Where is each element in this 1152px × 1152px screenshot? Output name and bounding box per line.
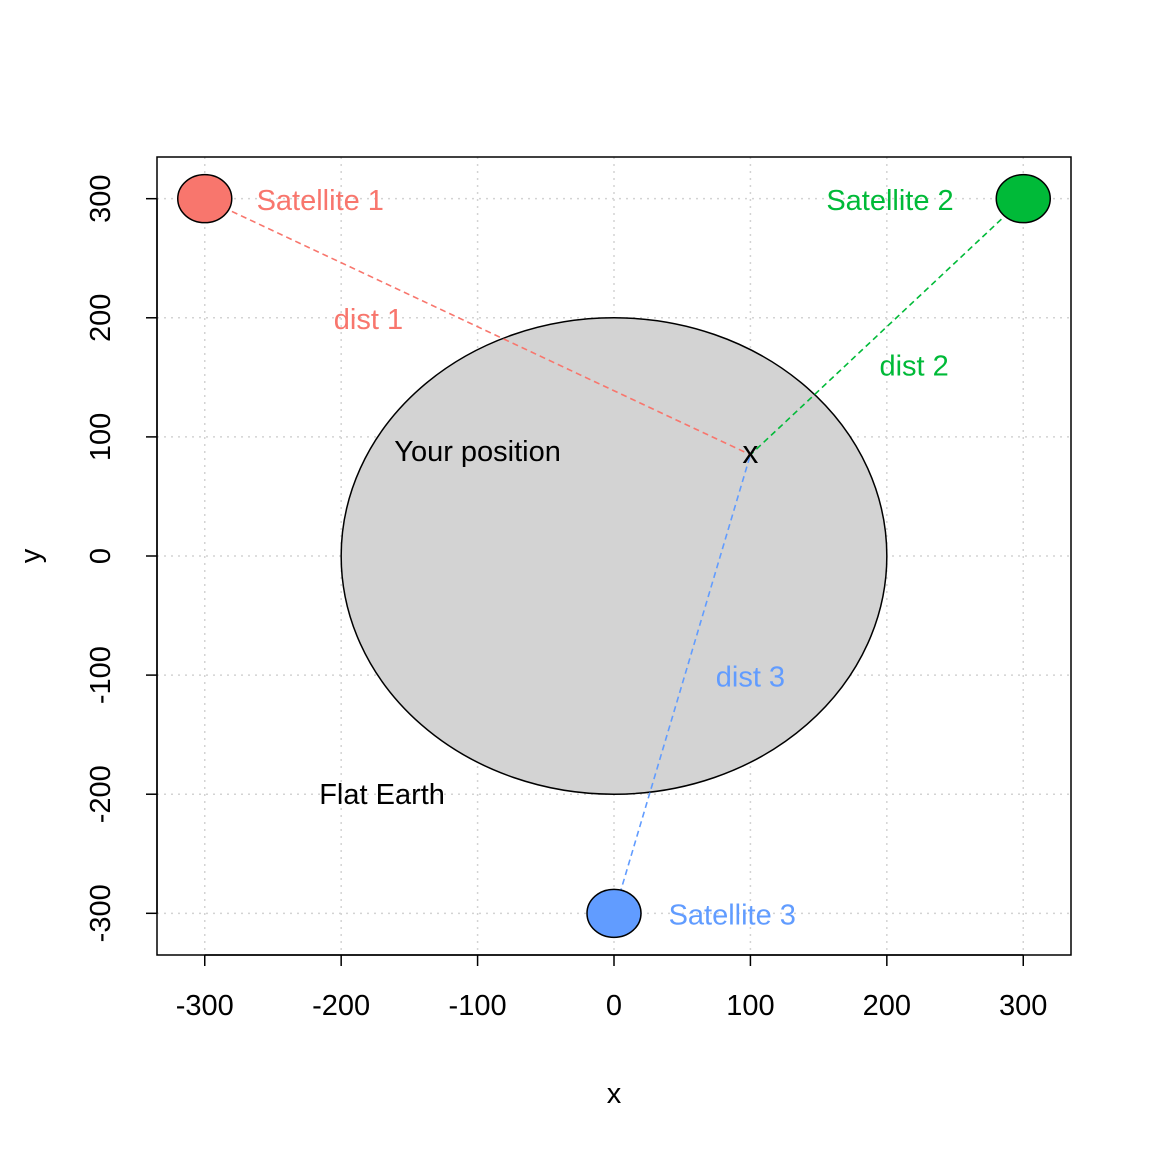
your-position-marker: x xyxy=(742,434,758,470)
your-position-label: Your position xyxy=(394,436,561,468)
distance-lines xyxy=(204,197,1024,914)
distance-line-1 xyxy=(204,197,751,456)
dist-2-label: dist 2 xyxy=(879,350,948,382)
dist-1-label: dist 1 xyxy=(334,304,403,336)
y-tick-label: 100 xyxy=(85,413,117,461)
axes: -300 -200 -100 0 100 200 300 -300 -200 -100 0 100 20… xyxy=(85,174,1047,1022)
satellite-2-label: Satellite 2 xyxy=(826,185,953,217)
flat-earth-disc xyxy=(340,317,888,795)
annotation-labels: Satellite 1 dist 1 Satellite 2 dist 2 Satell… xyxy=(257,185,954,932)
x-tick-label: 300 xyxy=(999,990,1047,1022)
x-tick-label: 200 xyxy=(863,990,911,1022)
distance-line-2 xyxy=(749,198,1024,456)
y-tick-label: 0 xyxy=(85,548,117,564)
dist-3-label: dist 3 xyxy=(716,661,785,693)
flat-earth-label: Flat Earth xyxy=(319,779,445,811)
earth-layer xyxy=(340,317,888,795)
y-tick-label: -100 xyxy=(85,646,117,704)
satellite-1-label: Satellite 1 xyxy=(257,185,384,217)
x-tick-label: 0 xyxy=(606,990,622,1022)
y-tick-label: 200 xyxy=(85,294,117,342)
x-tick-label: 100 xyxy=(726,990,774,1022)
x-axis-label: x xyxy=(607,1078,622,1110)
satellite-2-marker xyxy=(995,173,1052,224)
x-tick-label: -300 xyxy=(176,990,234,1022)
satellite-3-marker xyxy=(586,888,642,939)
y-axis-label: y xyxy=(15,548,47,563)
satellite-3-label: Satellite 3 xyxy=(669,900,796,932)
x-tick-label: -100 xyxy=(449,990,507,1022)
y-tick-label: -300 xyxy=(85,884,117,942)
y-tick-label: 300 xyxy=(85,174,117,222)
satellite-markers xyxy=(176,173,1052,939)
x-tick-label: -200 xyxy=(312,990,370,1022)
y-tick-label: -200 xyxy=(85,765,117,823)
satellite-1-marker xyxy=(176,173,233,224)
